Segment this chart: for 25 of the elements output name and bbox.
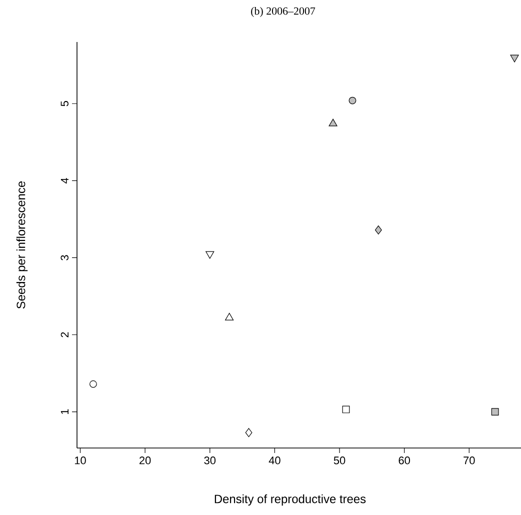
x-tick-label: 70 <box>464 456 475 464</box>
point <box>348 96 356 104</box>
point <box>206 251 214 259</box>
point <box>510 54 519 62</box>
x-tick-label: 60 <box>398 456 410 464</box>
x-tick-label: 50 <box>334 456 346 464</box>
point <box>374 225 382 234</box>
point <box>245 428 252 438</box>
x-tick-label: 40 <box>268 456 280 464</box>
y-tick-label: 1 <box>60 409 68 414</box>
x-tick-label: 20 <box>140 456 151 464</box>
point <box>90 380 97 388</box>
x-tick-label: 30 <box>204 456 216 464</box>
point <box>491 408 499 416</box>
y-tick-label: 3 <box>60 255 68 260</box>
point <box>342 406 350 414</box>
y-tick-label: 5 <box>60 101 68 106</box>
point <box>328 118 338 126</box>
x-axis-title: Density of reproductive trees <box>214 494 366 506</box>
chart-title: (b) 2006–2007 <box>251 7 316 17</box>
y-axis-title: Seeds per inflorescence <box>16 181 28 309</box>
y-tick-label: 2 <box>60 332 68 338</box>
x-tick-label: 10 <box>74 456 86 464</box>
point <box>225 312 234 320</box>
y-tick-label: 4 <box>60 178 68 184</box>
